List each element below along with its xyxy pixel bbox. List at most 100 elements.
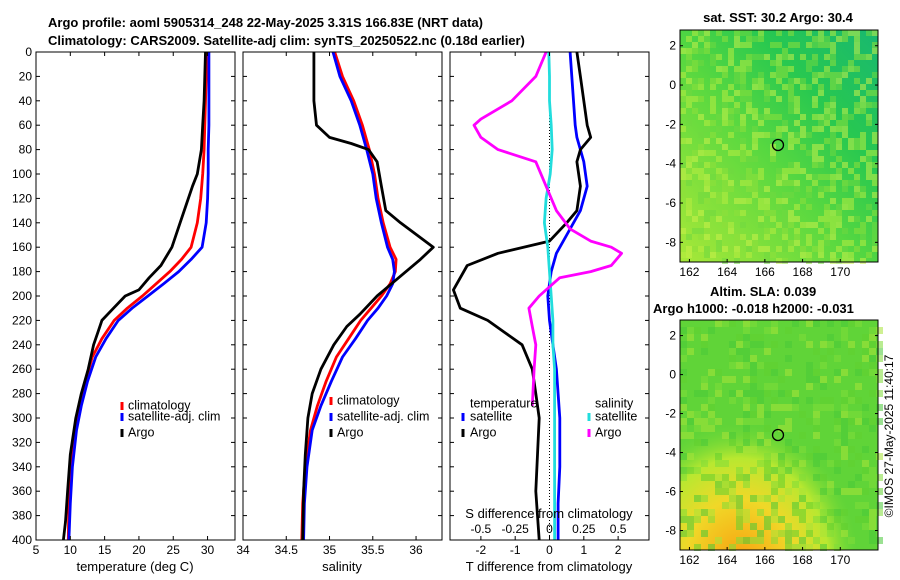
map-pixel <box>818 42 824 48</box>
ytick-label: 360 <box>12 484 32 498</box>
legend-label-satellite: satellite-adj. clim <box>128 409 220 423</box>
map-pixel <box>782 72 788 78</box>
map-pixel <box>782 234 788 240</box>
map-pixel <box>722 192 728 198</box>
map-pixel <box>728 228 734 234</box>
map-pixel <box>794 102 800 108</box>
temperature-xticks: 5 10 15 20 25 30 <box>33 52 215 557</box>
map-pixel <box>729 341 736 348</box>
map-pixel <box>743 376 750 383</box>
map-pixel <box>842 246 848 252</box>
map-pixel <box>848 411 855 418</box>
map-pixel <box>743 509 750 516</box>
map-pixel <box>848 397 855 404</box>
map-pixel <box>734 108 740 114</box>
map-pixel <box>743 537 750 544</box>
map-pixel <box>680 327 687 334</box>
series-line-argo <box>301 52 435 540</box>
map-pixel <box>841 523 848 530</box>
map-pixel <box>743 446 750 453</box>
map-pixel <box>776 42 782 48</box>
map-pixel <box>848 66 854 72</box>
map-pixel <box>812 60 818 66</box>
map-pixel <box>776 258 782 264</box>
map-ytick-label: 2 <box>669 329 676 343</box>
map-pixel <box>704 120 710 126</box>
map-pixel <box>799 460 806 467</box>
map-pixel <box>818 240 824 246</box>
map-pixel <box>792 502 799 509</box>
map-pixel <box>794 96 800 102</box>
map-pixel <box>872 174 878 180</box>
map-pixel <box>746 186 752 192</box>
map-pixel <box>746 252 752 258</box>
map-pixel <box>740 60 746 66</box>
map-pixel <box>818 72 824 78</box>
map-pixel <box>834 460 841 467</box>
map-pixel <box>680 453 687 460</box>
map-pixel <box>788 216 794 222</box>
map-pixel <box>866 174 872 180</box>
map-pixel <box>680 138 686 144</box>
map-pixel <box>862 523 869 530</box>
map-pixel <box>854 108 860 114</box>
map-pixel <box>728 132 734 138</box>
map-pixel <box>698 114 704 120</box>
map-pixel <box>722 258 728 264</box>
map-pixel <box>876 502 883 509</box>
map-pixel <box>799 432 806 439</box>
map-pixel <box>792 509 799 516</box>
map-pixel <box>862 446 869 453</box>
map-pixel <box>841 530 848 537</box>
map-pixel <box>818 186 824 192</box>
map-pixel <box>818 258 824 264</box>
legend-label-t-argo: Argo <box>470 425 496 439</box>
map-pixel <box>764 84 770 90</box>
map-pixel <box>860 96 866 102</box>
map-pixel <box>800 168 806 174</box>
map-pixel <box>698 36 704 42</box>
map-pixel <box>758 198 764 204</box>
map-pixel <box>799 509 806 516</box>
map-pixel <box>827 523 834 530</box>
sla-map-texture <box>680 320 883 551</box>
map-pixel <box>824 108 830 114</box>
map-pixel <box>770 192 776 198</box>
map-pixel <box>848 348 855 355</box>
map-pixel <box>785 425 792 432</box>
map-pixel <box>686 168 692 174</box>
series-line-argo <box>62 52 207 540</box>
map-pixel <box>746 246 752 252</box>
map-pixel <box>757 537 764 544</box>
x2tick-label: 0 <box>546 522 553 536</box>
map-pixel <box>757 418 764 425</box>
map-pixel <box>818 126 824 132</box>
map-pixel <box>872 210 878 216</box>
map-pixel <box>776 180 782 186</box>
map-pixel <box>764 246 770 252</box>
temperature-panel: 5 10 15 20 25 30 0 20 40 60 80 100 120 140 160 180 200 2… <box>12 45 236 574</box>
map-pixel <box>776 72 782 78</box>
map-pixel <box>750 383 757 390</box>
map-pixel <box>757 439 764 446</box>
map-pixel <box>698 162 704 168</box>
map-pixel <box>746 108 752 114</box>
map-pixel <box>818 246 824 252</box>
map-pixel <box>785 341 792 348</box>
map-pixel <box>743 327 750 334</box>
map-pixel <box>758 84 764 90</box>
map-pixel <box>771 341 778 348</box>
map-pixel <box>734 198 740 204</box>
map-pixel <box>740 210 746 216</box>
map-pixel <box>854 102 860 108</box>
map-pixel <box>782 66 788 72</box>
map-pixel <box>848 432 855 439</box>
map-pixel <box>686 180 692 186</box>
map-pixel <box>848 114 854 120</box>
map-ytick-label: -8 <box>665 524 676 538</box>
map-pixel <box>708 411 715 418</box>
map-pixel <box>827 488 834 495</box>
map-pixel <box>842 186 848 192</box>
map-pixel <box>722 246 728 252</box>
map-pixel <box>812 156 818 162</box>
